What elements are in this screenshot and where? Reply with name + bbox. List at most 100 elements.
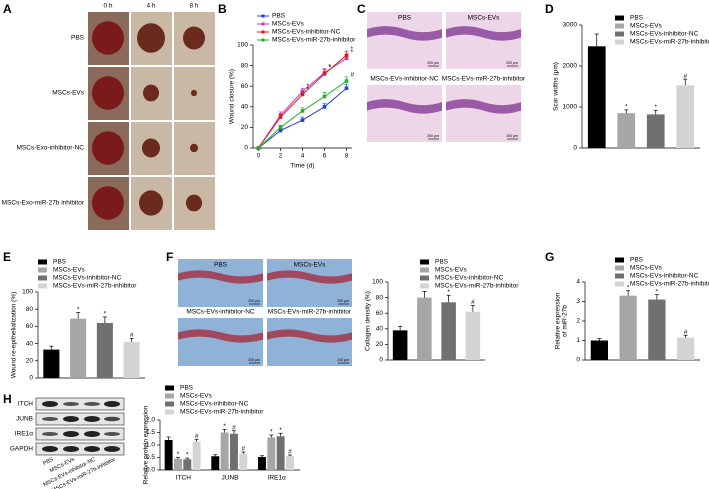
point	[344, 56, 349, 61]
legend-swatch	[615, 39, 624, 45]
x-tick-label: 6	[323, 153, 327, 160]
point	[322, 105, 327, 109]
legend-swatch	[165, 409, 174, 415]
legend-label: MSCs-EVs	[630, 265, 663, 272]
blot-strip	[35, 442, 125, 456]
legend-swatch	[615, 15, 624, 21]
y-tick-label: 0	[576, 357, 580, 364]
annotation: *	[627, 284, 630, 291]
image-caption: MSCs-EVs-miR-27b-inhibitor	[442, 76, 526, 83]
legend-label: PBS	[53, 259, 67, 266]
wound	[137, 23, 165, 53]
scale-bar-label: 200 μm	[248, 299, 260, 303]
legend-label: MSCs-EVs-miR-27b-inhibitor	[435, 283, 519, 290]
bar	[174, 458, 182, 470]
legend-swatch	[420, 259, 429, 265]
point	[344, 53, 349, 58]
panel-label: B	[218, 2, 227, 16]
y-tick-label: 4	[576, 279, 580, 286]
legend-label: MSCs-EVs-miR-27b-inhibitor	[630, 39, 709, 46]
x-tick-label: 0	[257, 153, 261, 160]
bar	[648, 299, 666, 360]
annotation: *	[307, 86, 310, 93]
legend-marker	[261, 38, 265, 42]
tissue-layer	[446, 26, 521, 41]
y-tick-label: 60	[26, 323, 34, 330]
y-tick-label: 40	[26, 340, 34, 347]
legend-label: PBS	[630, 15, 644, 22]
legend-label: MSCs-EVs-miR-27b-inhibitor	[180, 409, 264, 416]
y-axis-label: Collagen density (%)	[365, 291, 372, 351]
tissue-layer	[178, 270, 263, 284]
point	[300, 118, 305, 122]
legend-label: MSCs-EVs	[272, 21, 305, 28]
bar	[286, 456, 294, 470]
tissue-layer	[367, 99, 442, 114]
annotation: *	[625, 104, 628, 111]
blot-band	[42, 432, 58, 436]
legend-swatch	[38, 259, 47, 265]
legend-swatch	[615, 257, 624, 263]
y-tick-label: 1	[576, 337, 580, 344]
bar	[590, 340, 608, 360]
annotation: #	[241, 446, 245, 453]
annotation: *	[351, 49, 354, 56]
y-axis-label: Relative expression	[555, 292, 562, 349]
bar	[96, 322, 113, 378]
legend-label: MSCs-EVs-miR-27b-inhibitor	[53, 283, 137, 290]
legend-swatch	[615, 23, 624, 29]
scale-bar-label: 200 μm	[427, 134, 439, 138]
bar	[43, 349, 60, 378]
annotation: *	[329, 64, 332, 71]
y-tick-label: 3	[576, 298, 580, 305]
annotation: *	[77, 306, 80, 313]
y-tick-label: 40	[376, 326, 384, 333]
point	[344, 86, 349, 91]
legend-swatch	[38, 275, 47, 281]
wound	[139, 190, 163, 216]
legend-swatch	[615, 281, 624, 287]
annotation: #	[232, 424, 236, 431]
annotation: #	[684, 329, 688, 336]
legend-label: PBS	[272, 13, 286, 20]
bar	[70, 318, 87, 378]
column-label: 8 h	[189, 3, 198, 10]
blot-band	[84, 431, 100, 437]
legend-label: MSCs-EVs	[53, 267, 86, 274]
annotation: #	[195, 433, 199, 440]
row-label: MSCs-Exo-miR-27b inhibitor	[2, 200, 85, 207]
bar	[211, 456, 220, 470]
bar	[417, 297, 432, 360]
bar	[220, 432, 229, 470]
lane-label: PBS	[42, 457, 55, 467]
blot-band	[84, 402, 100, 406]
bar	[192, 441, 201, 470]
legend-label: MSCs-EVs-inhibitor-NC	[630, 31, 699, 38]
legend-label: MSCs-EVs-inhibitor-NC	[630, 273, 699, 280]
y-axis-label: of miR-27b	[562, 305, 569, 337]
x-tick-label: IRE1α	[268, 475, 286, 482]
bar	[258, 457, 266, 470]
blot-band	[63, 402, 79, 406]
bar	[441, 302, 456, 360]
blot-band	[42, 417, 58, 421]
legend-label: PBS	[630, 257, 644, 264]
annotation: *	[654, 104, 657, 111]
legend-swatch	[38, 283, 47, 289]
legend-label: MSCs-EVs-inhibitor-NC	[272, 29, 341, 36]
y-tick-label: 100	[372, 279, 383, 286]
legend-swatch	[420, 283, 429, 289]
bar	[677, 337, 695, 360]
legend-marker	[261, 30, 265, 34]
scale-bar-label: 200 μm	[248, 358, 260, 362]
band-label: GAPDH	[10, 446, 33, 453]
annotation: *	[447, 289, 450, 296]
y-tick-label: 0	[244, 145, 248, 152]
annotation: *	[307, 83, 310, 90]
band-label: ITCH	[18, 401, 33, 408]
y-tick-label: 20	[241, 124, 249, 131]
column-label: 4 h	[146, 3, 155, 10]
legend-swatch	[165, 393, 174, 399]
bar	[619, 295, 637, 360]
tissue-layer	[267, 270, 352, 284]
